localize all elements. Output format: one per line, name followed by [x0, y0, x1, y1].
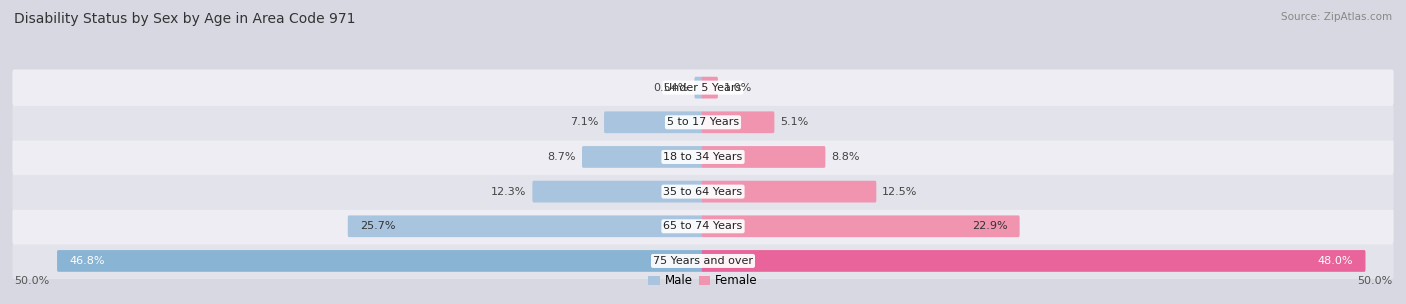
FancyBboxPatch shape	[347, 216, 704, 237]
FancyBboxPatch shape	[582, 146, 704, 168]
FancyBboxPatch shape	[702, 77, 718, 98]
FancyBboxPatch shape	[58, 250, 704, 272]
Text: 7.1%: 7.1%	[569, 117, 599, 127]
Text: Source: ZipAtlas.com: Source: ZipAtlas.com	[1281, 12, 1392, 22]
Text: 22.9%: 22.9%	[972, 221, 1008, 231]
Text: 18 to 34 Years: 18 to 34 Years	[664, 152, 742, 162]
Text: 8.8%: 8.8%	[831, 152, 859, 162]
Text: 50.0%: 50.0%	[14, 276, 49, 286]
Text: 12.3%: 12.3%	[491, 187, 527, 197]
Text: 75 Years and over: 75 Years and over	[652, 256, 754, 266]
Text: Under 5 Years: Under 5 Years	[665, 83, 741, 93]
Text: 35 to 64 Years: 35 to 64 Years	[664, 187, 742, 197]
FancyBboxPatch shape	[702, 146, 825, 168]
Text: 8.7%: 8.7%	[548, 152, 576, 162]
Text: 12.5%: 12.5%	[882, 187, 918, 197]
Text: 5 to 17 Years: 5 to 17 Years	[666, 117, 740, 127]
FancyBboxPatch shape	[13, 139, 1393, 175]
Text: 50.0%: 50.0%	[1357, 276, 1392, 286]
Text: 65 to 74 Years: 65 to 74 Years	[664, 221, 742, 231]
FancyBboxPatch shape	[605, 112, 704, 133]
FancyBboxPatch shape	[702, 112, 775, 133]
Legend: Male, Female: Male, Female	[644, 270, 762, 292]
Text: 0.54%: 0.54%	[654, 83, 689, 93]
FancyBboxPatch shape	[13, 104, 1393, 140]
FancyBboxPatch shape	[695, 77, 704, 98]
Text: 25.7%: 25.7%	[360, 221, 395, 231]
FancyBboxPatch shape	[13, 208, 1393, 244]
FancyBboxPatch shape	[13, 69, 1393, 106]
FancyBboxPatch shape	[702, 216, 1019, 237]
Text: 46.8%: 46.8%	[69, 256, 104, 266]
Text: 1.0%: 1.0%	[724, 83, 752, 93]
FancyBboxPatch shape	[13, 243, 1393, 279]
FancyBboxPatch shape	[13, 173, 1393, 210]
Text: Disability Status by Sex by Age in Area Code 971: Disability Status by Sex by Age in Area …	[14, 12, 356, 26]
FancyBboxPatch shape	[533, 181, 704, 202]
FancyBboxPatch shape	[702, 250, 1365, 272]
Text: 5.1%: 5.1%	[780, 117, 808, 127]
Text: 48.0%: 48.0%	[1317, 256, 1354, 266]
FancyBboxPatch shape	[702, 181, 876, 202]
